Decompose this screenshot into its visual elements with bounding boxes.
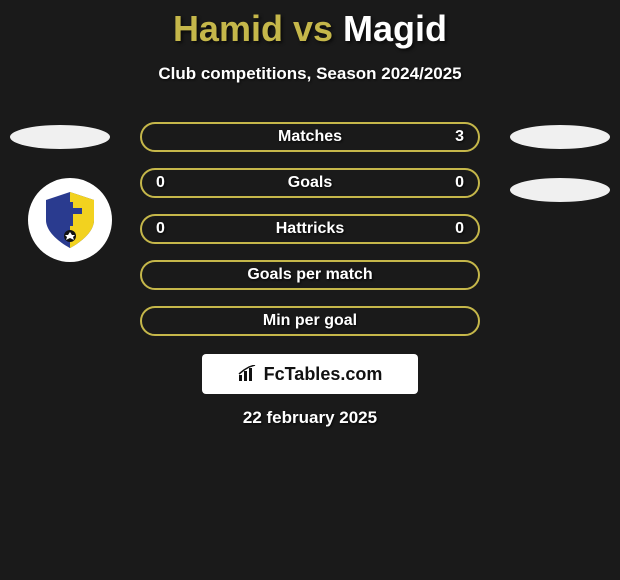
stat-label: Min per goal: [180, 312, 440, 330]
stat-left-value: 0: [156, 220, 180, 238]
stat-row-goals-per-match: Goals per match: [140, 260, 480, 290]
stat-row-matches: Matches 3: [140, 122, 480, 152]
branding-badge: FcTables.com: [202, 354, 418, 394]
player2-club-placeholder: [510, 178, 610, 202]
stat-right-value: 0: [440, 220, 464, 238]
player2-name: Magid: [343, 8, 447, 49]
branding-text: FcTables.com: [264, 364, 383, 385]
stat-label: Hattricks: [180, 220, 440, 238]
stat-left-value: 0: [156, 174, 180, 192]
player1-club-crest: [28, 178, 112, 262]
comparison-title: Hamid vs Magid: [0, 0, 620, 50]
stat-label: Goals per match: [180, 266, 440, 284]
subtitle: Club competitions, Season 2024/2025: [0, 64, 620, 84]
stats-table: Matches 3 0 Goals 0 0 Hattricks 0 Goals …: [140, 122, 480, 352]
stat-right-value: 3: [440, 128, 464, 146]
player1-name: Hamid: [173, 8, 283, 49]
stat-row-goals: 0 Goals 0: [140, 168, 480, 198]
snapshot-date: 22 february 2025: [0, 408, 620, 428]
player2-photo-placeholder: [510, 125, 610, 149]
stat-row-min-per-goal: Min per goal: [140, 306, 480, 336]
stat-label: Goals: [180, 174, 440, 192]
bar-chart-icon: [238, 365, 260, 383]
vs-label: vs: [293, 8, 333, 49]
stat-right-value: 0: [440, 174, 464, 192]
player1-photo-placeholder: [10, 125, 110, 149]
stat-row-hattricks: 0 Hattricks 0: [140, 214, 480, 244]
shield-icon: [38, 188, 102, 252]
stat-label: Matches: [180, 128, 440, 146]
